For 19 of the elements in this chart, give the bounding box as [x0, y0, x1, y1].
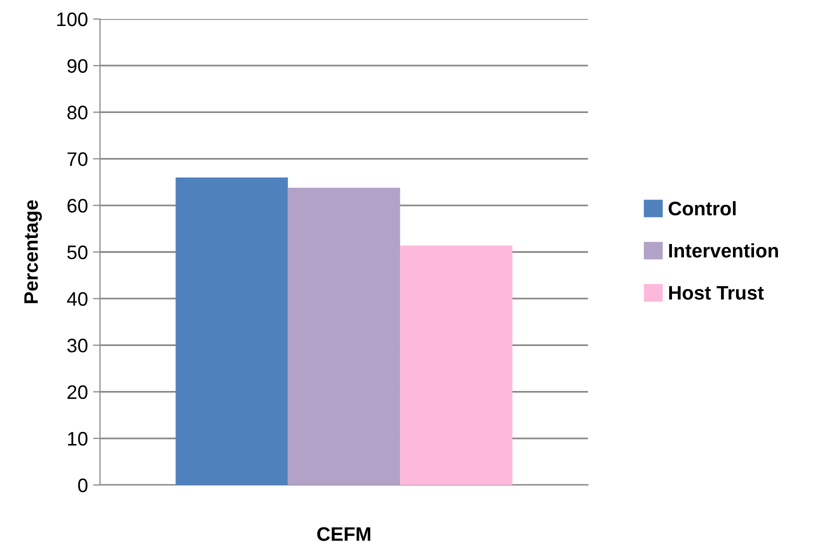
y-tick-label: 10 [68, 432, 88, 446]
y-axis-title: Percentage [24, 200, 42, 304]
legend-label: Control [668, 201, 736, 216]
y-tick-label: 0 [78, 478, 88, 492]
bar [176, 177, 288, 485]
legend-label: Intervention [669, 243, 778, 258]
bar [400, 245, 512, 485]
y-tick-label: 80 [67, 106, 88, 120]
y-tick-label: 20 [68, 385, 88, 400]
y-tick-label: 60 [68, 198, 88, 213]
y-tick-label: 50 [67, 245, 88, 260]
y-tick-label: 70 [68, 152, 88, 166]
legend-label: Host Trust [669, 286, 764, 300]
x-axis-title: CEFM [317, 527, 370, 541]
y-tick-label: 40 [67, 292, 88, 306]
y-tick-label: 100 [57, 12, 88, 26]
bar [288, 188, 400, 485]
y-tick-label: 30 [67, 338, 88, 352]
y-tick-label: 90 [67, 59, 88, 73]
